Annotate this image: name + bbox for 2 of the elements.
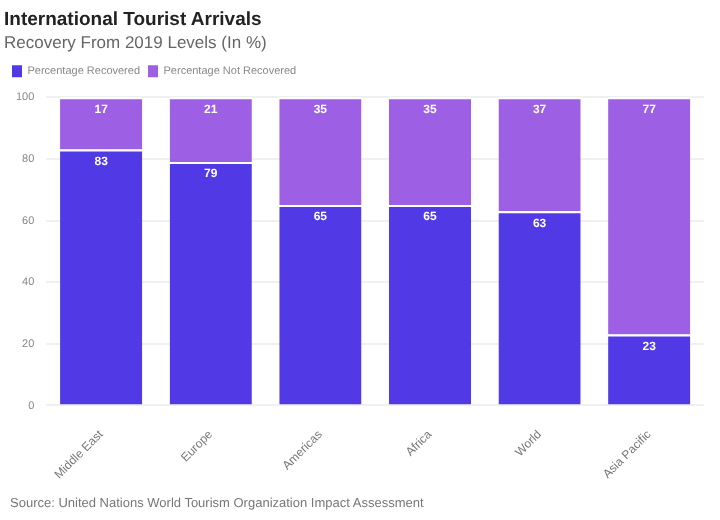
chart-title: International Tourist Arrivals [4,8,262,31]
chart-subtitle: Recovery From 2019 Levels (In %) [4,31,267,52]
